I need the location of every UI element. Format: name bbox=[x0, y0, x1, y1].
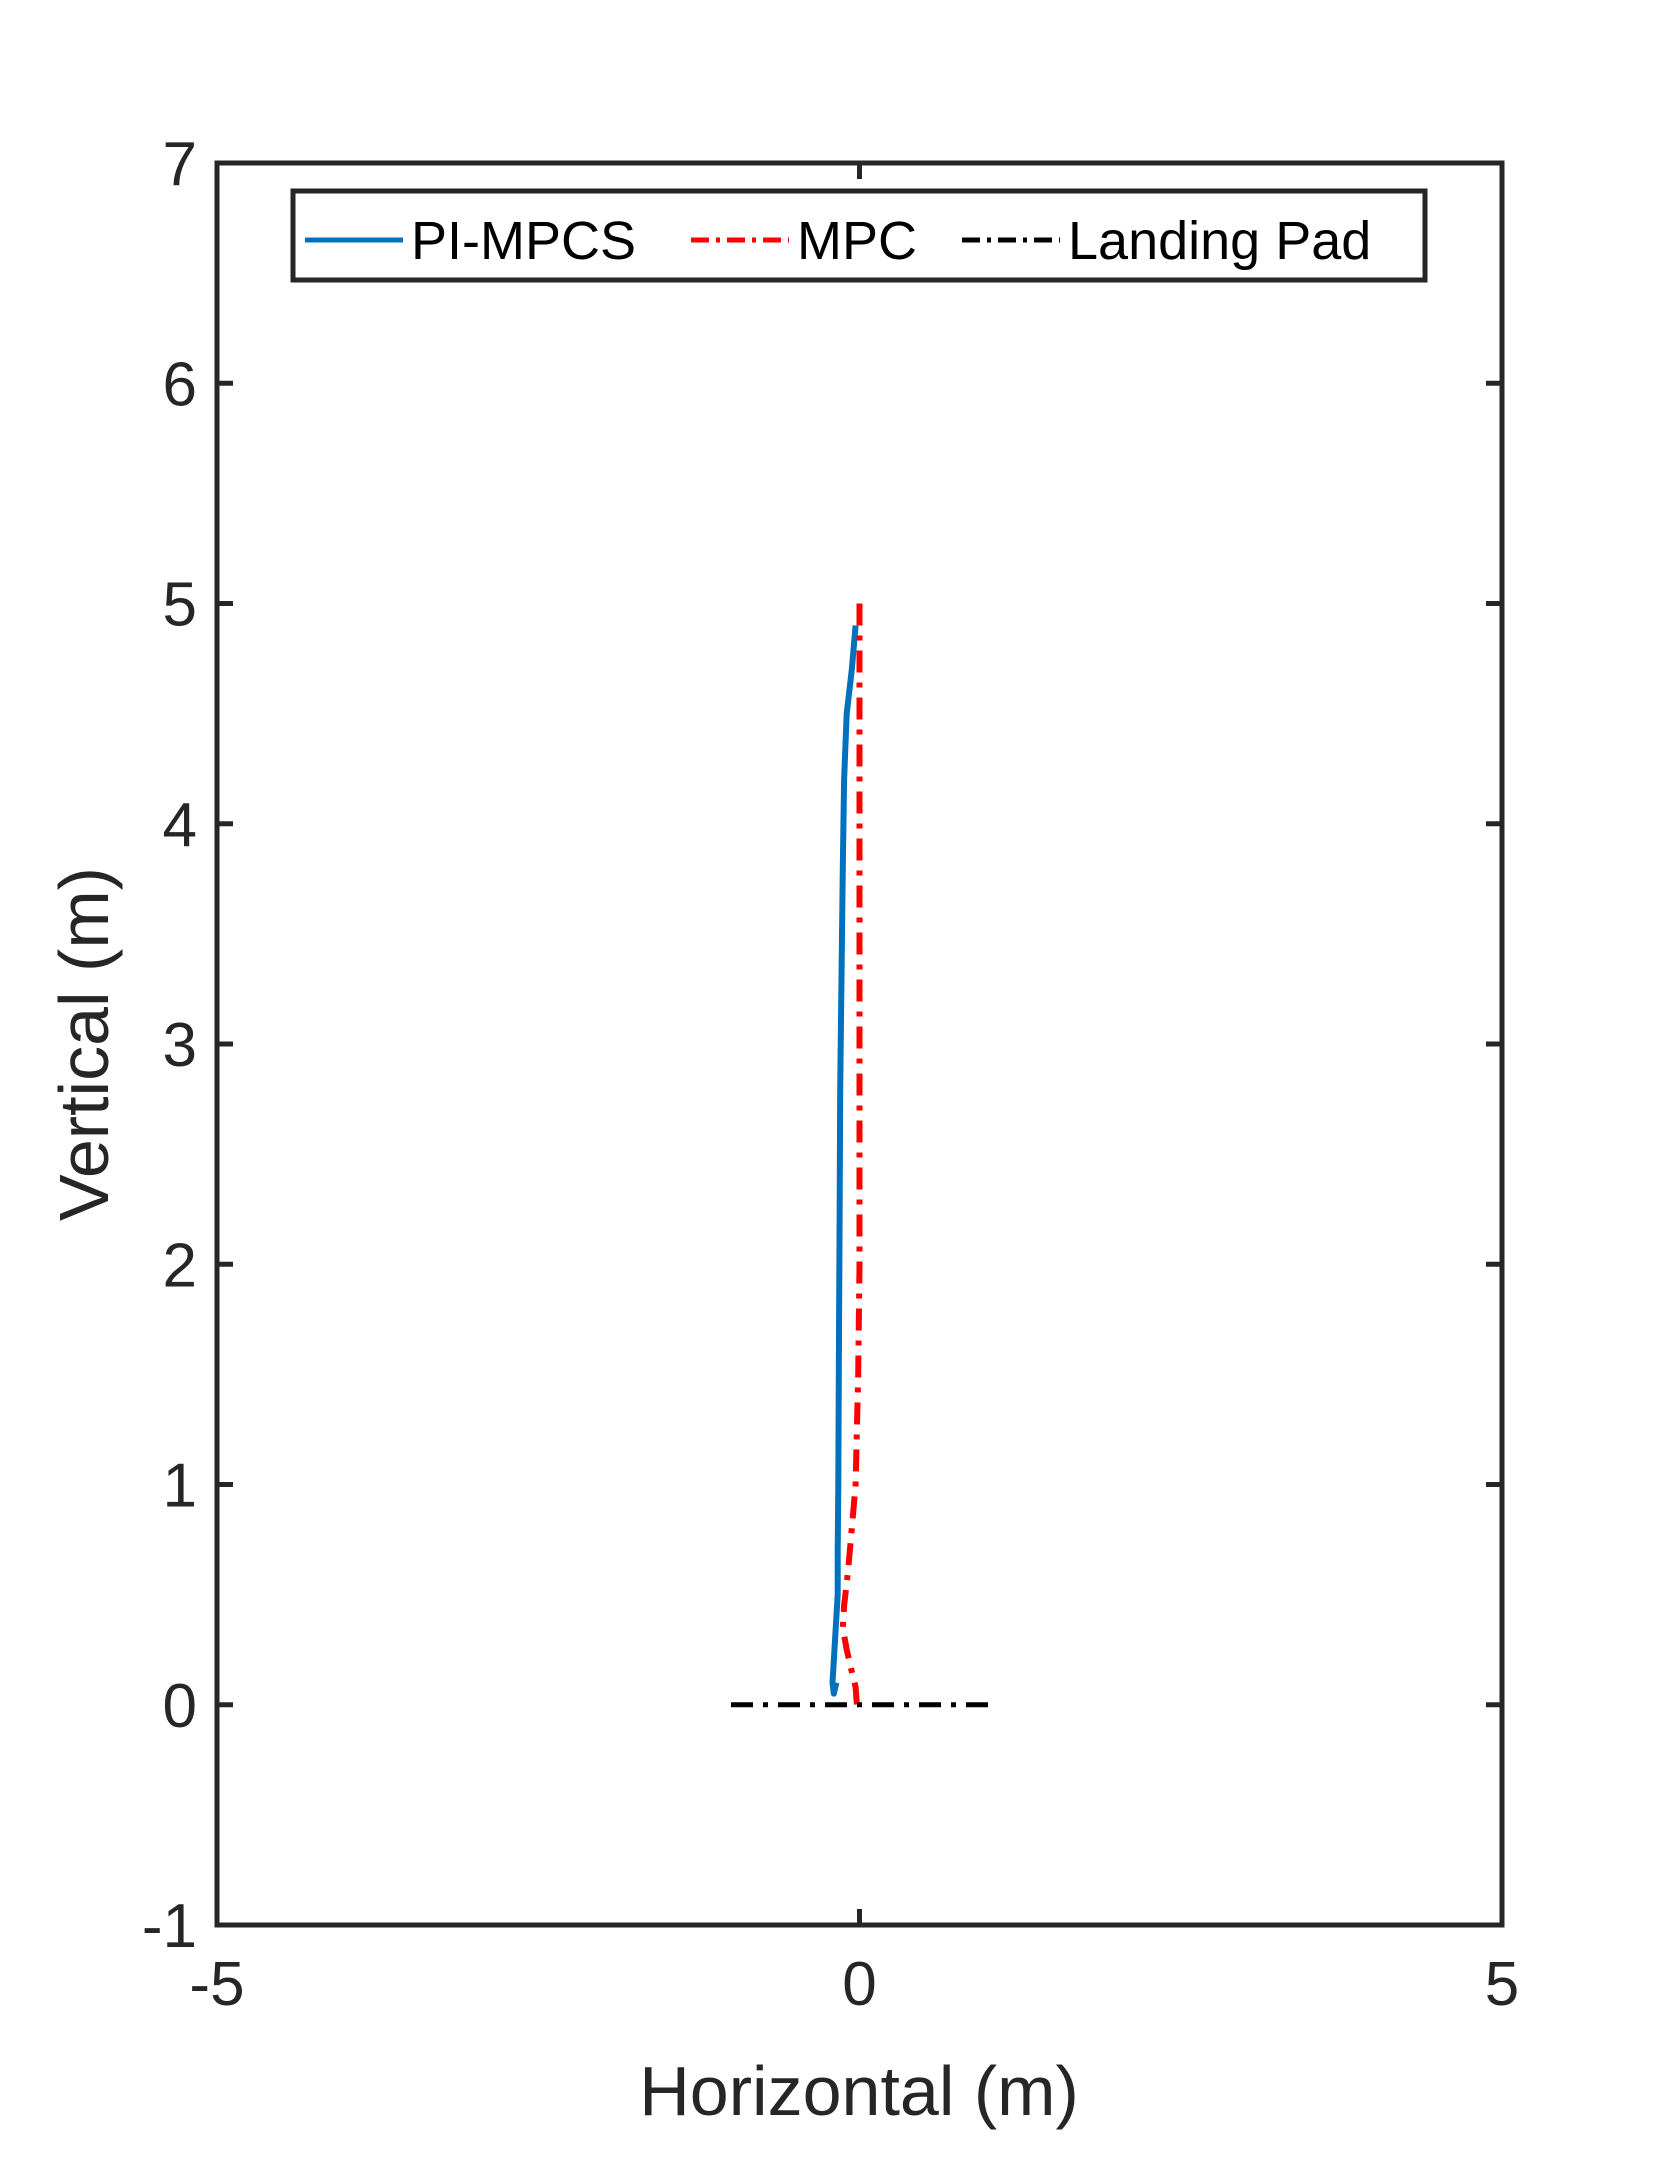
y-tick-label: 2 bbox=[163, 1231, 197, 1300]
legend-box bbox=[290, 188, 1428, 283]
y-tick-label: 6 bbox=[163, 350, 197, 419]
series-layer bbox=[731, 603, 988, 1708]
y-tick-label: -1 bbox=[142, 1892, 197, 1961]
x-axis-label: Horizontal (m) bbox=[639, 2052, 1079, 2130]
y-tick-label: 7 bbox=[163, 130, 197, 199]
legend-label: Landing Pad bbox=[1068, 211, 1371, 271]
y-axis-label: Vertical (m) bbox=[45, 867, 123, 1221]
y-tick-label: 0 bbox=[163, 1672, 197, 1741]
x-tick-label: 0 bbox=[842, 1950, 876, 2019]
legend-entries: PI-MPCS MPC Landing Pad bbox=[305, 211, 1371, 271]
y-tick-label: 5 bbox=[163, 571, 197, 640]
y-tick-label: 4 bbox=[163, 791, 197, 860]
y-tick-label: 1 bbox=[163, 1452, 197, 1521]
series-line-pi-mpcs bbox=[829, 625, 859, 1697]
series-line-mpc bbox=[839, 603, 863, 1706]
x-tick-label: -5 bbox=[189, 1950, 244, 2019]
legend: PI-MPCS MPC Landing Pad bbox=[290, 188, 1428, 283]
legend-label: MPC bbox=[797, 211, 917, 271]
x-tick-label: 5 bbox=[1485, 1950, 1519, 2019]
tick-layer: -5 0 5 -1 0 1 2 3 4 5 6 7 bbox=[142, 130, 1519, 2019]
legend-label: PI-MPCS bbox=[411, 211, 636, 271]
y-tick-label: 3 bbox=[163, 1011, 197, 1080]
